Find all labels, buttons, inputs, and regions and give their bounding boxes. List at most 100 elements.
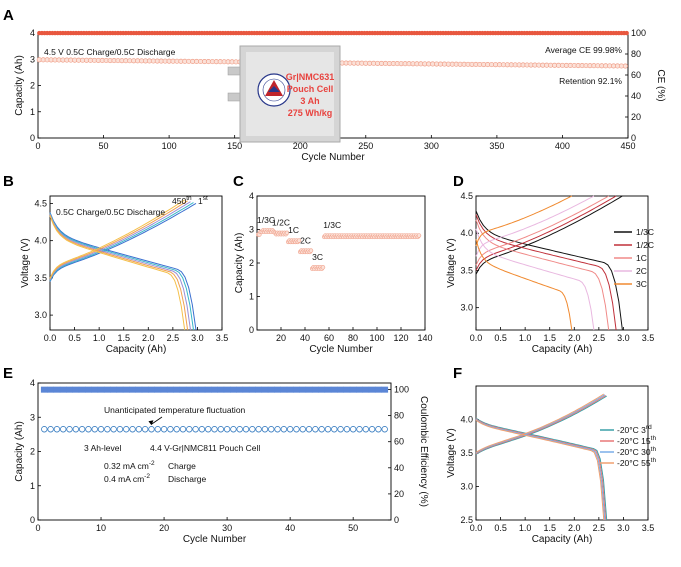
x-tick-label: 2.0 [568,523,581,533]
panel-d: D 0.0 0.5 1.0 1.5 2.0 2.5 3.0 3.5 3.0 3.5 4.0 4.5 Cap… [446,173,654,355]
ce-marker [261,386,269,393]
legend-label: -20°C 30th [617,446,656,457]
ce-marker [129,386,136,393]
x-axis-title: Capacity (Ah) [106,344,167,355]
x-tick-label: 300 [424,141,439,151]
ce-marker [116,386,124,393]
ce-marker [160,386,168,393]
charge-rate-label: 0.32 mA cm-2 [104,460,155,471]
y2-tick-label: 80 [394,411,404,421]
y-tick-label: 4 [249,191,254,201]
discharge-curve [49,215,186,331]
condition-label: 4.5 V 0.5C Charge/0.5C Discharge [44,47,176,57]
rate-label-3: 1C [288,225,299,235]
ce-marker [299,386,307,393]
discharge-word-label: Discharge [168,474,207,484]
x-tick-label: 0 [35,523,40,533]
ce-marker [185,386,193,393]
capacity-marker [312,426,319,433]
cycle-450-label: 450th [172,195,192,206]
cell-label-energy: 275 Wh/kg [288,108,333,118]
panel-letter-a: A [3,7,14,24]
x-tick-label: 2.5 [167,333,180,343]
capacity-marker [85,426,92,433]
capacity-marker [154,426,161,433]
y-tick-label: 3 [30,54,35,64]
ce-marker [97,386,105,393]
x-axis-title: Capacity (Ah) [532,344,593,355]
ce-marker [368,386,376,393]
legend-label: 1/3C [636,227,654,237]
ce-marker [53,386,61,393]
x-axis-title: Cycle Number [301,152,365,163]
capacity-marker [249,426,256,433]
rate-label-1: 1/3C [257,215,275,225]
charge-curve [475,393,605,453]
capacity-marker [148,426,155,433]
y2-tick-label: 20 [631,112,641,122]
ce-marker [135,386,143,393]
y-axis-title: Capacity (Ah) [234,233,245,294]
ce-marker [223,386,231,393]
capacity-marker [60,426,67,433]
ce-marker [148,386,155,393]
ce-marker [47,386,55,393]
ce-marker [59,386,67,393]
rate-label-4: 2C [300,235,311,245]
legend-label: -20°C 3rd [617,424,652,435]
capacity-marker [299,426,306,433]
capacity-marker [230,426,237,433]
capacity-marker [337,426,344,433]
y-tick-label: 2 [249,258,254,268]
y-tick-label: 0 [30,515,35,525]
capacity-marker [135,426,143,433]
panel-letter-b: B [3,173,14,190]
y-tick-label: 0 [249,325,254,335]
ce-marker [78,386,86,393]
y-tick-label: 4.5 [34,198,47,208]
ce-marker [141,386,149,393]
y-tick-label: 1 [30,481,35,491]
x-axis-title: Cycle Number [309,344,373,355]
charge-curve [475,195,609,266]
ce-marker [330,386,338,393]
ce-marker [166,386,174,393]
y-tick-label: 3.0 [460,482,473,492]
capacity-marker [223,426,231,433]
charge-curve [49,202,197,282]
panel-e: E 0 10 20 30 40 50 0 1 2 3 4 Cycle Number Capacity (A… [3,365,429,545]
ce-marker [624,30,629,36]
charge-curve [49,200,188,280]
x-tick-label: 0.0 [44,333,57,343]
x-tick-label: 3.5 [642,333,655,343]
x-tick-label: 1.5 [543,333,556,343]
capacity-marker [236,426,243,433]
ce-marker [192,386,199,393]
legend-label: -20°C 15th [617,435,656,446]
average-ce-label: Average CE 99.98% [545,45,622,55]
capacity-marker [186,426,193,433]
x-tick-label: 2.5 [593,333,606,343]
x-tick-label: 50 [348,523,358,533]
y-tick-label: 1 [30,107,35,117]
ce-marker [204,386,212,393]
x-tick-label: 200 [293,141,308,151]
y2-tick-label: 40 [631,91,641,101]
x-tick-label: 1.0 [519,333,532,343]
capacity-marker [280,426,288,433]
y-tick-label: 4 [30,28,35,38]
plot-frame [256,195,426,331]
x-tick-label: 20 [159,523,169,533]
ce-marker [255,386,263,393]
capacity-marker [343,426,351,433]
panel-letter-f: F [453,365,462,382]
capacity-marker [274,426,281,433]
capacity-marker [349,426,357,433]
ce-marker [242,386,250,393]
capacity-marker [41,426,48,433]
ce-marker [318,386,326,393]
ce-marker [230,386,237,393]
y-tick-label: 3.5 [460,448,473,458]
y-tick-label: 3 [249,225,254,235]
x-tick-label: 250 [358,141,373,151]
